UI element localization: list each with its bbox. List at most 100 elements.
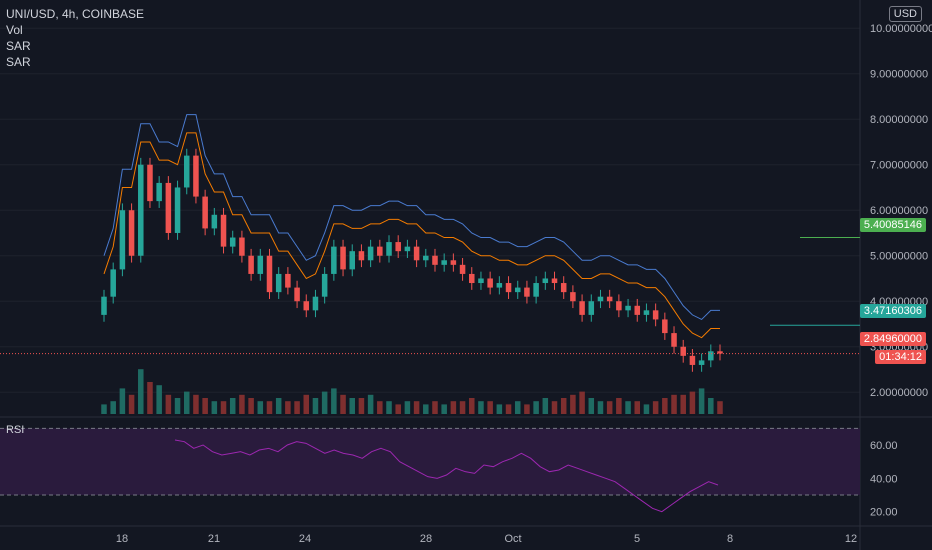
volume-bar bbox=[478, 401, 484, 414]
candle-body bbox=[294, 287, 300, 302]
candle-body bbox=[625, 305, 631, 311]
volume-bar bbox=[128, 394, 135, 414]
candle-body bbox=[321, 273, 328, 297]
price-tag-teal: 3.47160306 bbox=[859, 304, 926, 318]
countdown-tag: 01:34:12 bbox=[875, 350, 926, 364]
volume-bar bbox=[570, 394, 576, 414]
volume-bar bbox=[312, 398, 319, 414]
candle-body bbox=[349, 251, 355, 270]
candle-body bbox=[275, 273, 282, 293]
volume-bar bbox=[560, 398, 567, 414]
price-axis-label: 7.00000000 bbox=[870, 160, 928, 172]
volume-bar bbox=[101, 404, 107, 414]
rsi-axis-label: 40.00 bbox=[870, 473, 898, 485]
volume-bar bbox=[395, 404, 401, 414]
volume-bar bbox=[708, 398, 714, 414]
time-axis-label: 5 bbox=[634, 533, 640, 545]
candle-body bbox=[404, 246, 411, 252]
volume-bar bbox=[220, 401, 227, 414]
volume-bar bbox=[202, 398, 208, 414]
candle-body bbox=[377, 246, 383, 256]
volume-bar bbox=[680, 394, 686, 414]
price-axis-label: 10.00000000 bbox=[870, 23, 932, 35]
price-axis-label: 6.00000000 bbox=[870, 205, 928, 217]
sar-indicator-label-1[interactable]: SAR bbox=[6, 39, 31, 53]
candle-body bbox=[533, 283, 539, 297]
volume-bar bbox=[533, 401, 539, 414]
candle-body bbox=[717, 351, 723, 354]
volume-bar bbox=[165, 394, 172, 414]
candle-body bbox=[634, 305, 641, 315]
candle-body bbox=[524, 287, 530, 297]
volume-bar bbox=[717, 401, 723, 414]
volume-bar bbox=[367, 394, 374, 414]
symbol-title[interactable]: UNI/USD, 4h, COINBASE bbox=[6, 7, 145, 21]
candle-body bbox=[616, 301, 622, 311]
volume-bar bbox=[634, 401, 641, 414]
rsi-indicator-label[interactable]: RSI bbox=[6, 424, 25, 436]
volume-bar bbox=[285, 401, 291, 414]
volume-bar bbox=[689, 391, 696, 414]
currency-button[interactable]: USD bbox=[888, 6, 922, 22]
volume-bar bbox=[331, 388, 337, 414]
candle-body bbox=[119, 210, 126, 270]
volume-bar bbox=[505, 404, 512, 414]
candle-body bbox=[496, 283, 503, 288]
candle-body bbox=[542, 278, 549, 284]
candle-body bbox=[183, 155, 190, 188]
time-axis-label: 21 bbox=[208, 533, 220, 545]
candle-body bbox=[459, 264, 466, 274]
volume-bar bbox=[579, 391, 585, 414]
candle-body bbox=[505, 283, 512, 293]
volume-bar bbox=[183, 391, 190, 414]
volume-bar bbox=[542, 398, 549, 414]
volume-bar bbox=[275, 398, 282, 414]
volume-bar bbox=[459, 401, 466, 414]
candle-body bbox=[211, 214, 218, 229]
volume-bar bbox=[441, 404, 447, 414]
volume-bar bbox=[671, 394, 677, 414]
candle-body bbox=[257, 255, 264, 274]
volume-bar bbox=[349, 398, 355, 414]
vol-indicator-label[interactable]: Vol bbox=[6, 23, 23, 37]
candle-body bbox=[413, 246, 420, 261]
candle-body bbox=[514, 287, 521, 293]
price-axis-label: 2.00000000 bbox=[870, 387, 928, 399]
volume-bar bbox=[266, 401, 273, 414]
volume-bar bbox=[514, 401, 521, 414]
volume-bar bbox=[487, 401, 493, 414]
time-axis-label: 28 bbox=[420, 533, 432, 545]
volume-bar bbox=[248, 398, 254, 414]
time-axis-label: 24 bbox=[299, 533, 311, 545]
sar-indicator-label-2[interactable]: SAR bbox=[6, 55, 31, 69]
volume-bar bbox=[662, 398, 668, 414]
rsi-band bbox=[0, 428, 860, 495]
candle-body bbox=[331, 246, 337, 274]
volume-bar bbox=[303, 394, 310, 414]
volume-bar bbox=[193, 394, 199, 414]
candle-body bbox=[266, 255, 273, 293]
candle-body bbox=[395, 242, 401, 252]
time-axis-label: 8 bbox=[727, 533, 733, 545]
price-axis-label: 9.00000000 bbox=[870, 69, 928, 81]
candle-body bbox=[597, 296, 604, 302]
volume-bar bbox=[450, 401, 457, 414]
candle-body bbox=[423, 255, 429, 261]
volume-bar bbox=[229, 398, 236, 414]
volume-bar bbox=[643, 404, 650, 414]
candle-body bbox=[312, 296, 319, 311]
volume-bar bbox=[211, 401, 218, 414]
candle-body bbox=[450, 260, 457, 265]
candle-body bbox=[432, 255, 438, 265]
volume-bar bbox=[239, 394, 245, 414]
volume-bar bbox=[321, 391, 328, 414]
candle-body bbox=[358, 251, 365, 261]
candle-body bbox=[340, 246, 346, 270]
volume-bar bbox=[423, 404, 429, 414]
candle-body bbox=[128, 210, 135, 256]
rsi-axis-label: 60.00 bbox=[870, 440, 898, 452]
candle-body bbox=[165, 182, 172, 233]
volume-bar bbox=[698, 388, 705, 414]
volume-bar bbox=[469, 398, 475, 414]
